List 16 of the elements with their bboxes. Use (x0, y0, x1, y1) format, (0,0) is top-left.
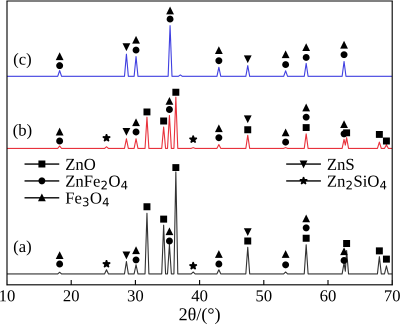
x-axis-title: 2θ/(°) (179, 308, 220, 324)
legend-label: ZnS (328, 158, 354, 170)
legend-label: ZnO (66, 158, 96, 170)
x-tick-label: 10 (0, 290, 15, 302)
annotation: (c) (14, 53, 31, 68)
x-tick-label: 20 (64, 290, 79, 302)
legend-label: Zn$_{2}$SiO$_{4}$ (328, 176, 386, 190)
legend-label: Fe$_{3}$O$_{4}$ (66, 192, 109, 206)
x-tick-label: 30 (128, 290, 144, 302)
x-tick-label: 70 (384, 290, 400, 302)
legend-label: ZnFe$_{2}$O$_{4}$ (66, 176, 128, 190)
x-tick-label: 50 (256, 290, 272, 302)
x-tick-label: 40 (192, 290, 208, 302)
annotation: (b) (13, 124, 32, 140)
x-tick-label: 60 (320, 290, 336, 302)
annotation: (a) (14, 240, 31, 256)
